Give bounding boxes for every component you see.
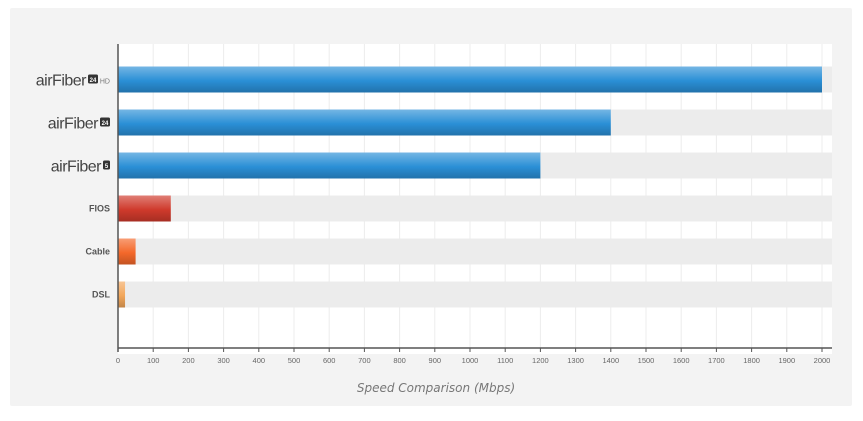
tick-label: 100 [147, 356, 160, 365]
tick-label: 400 [253, 356, 266, 365]
brand-suffix: HD [100, 79, 110, 86]
category-label: DSL [92, 290, 111, 300]
bar [118, 109, 611, 136]
bars [118, 66, 822, 308]
brand-badge-text: 24 [90, 78, 97, 84]
tick-label: 1300 [567, 356, 584, 365]
row-band [118, 195, 832, 222]
brand-badge [103, 160, 110, 170]
tick-label: 500 [288, 356, 301, 365]
tick-label: 600 [323, 356, 336, 365]
brand-name: airFiber [36, 73, 87, 90]
tick-label: 2000 [814, 356, 831, 365]
tick-label: 1700 [708, 356, 725, 365]
row-band [118, 281, 832, 308]
bar [118, 195, 171, 222]
chart-panel: 0 100 200 300 400 500 600 700 800 900 1000 1100 1200… [10, 8, 852, 406]
bar [118, 281, 126, 308]
brand-badge-text: 24 [102, 121, 109, 127]
brand-badge [88, 74, 98, 84]
category-label: Cable [85, 247, 110, 257]
tick-label: 1600 [673, 356, 690, 365]
speed-comparison-chart: 0 100 200 300 400 500 600 700 800 900 1000 1100 1200… [36, 44, 832, 395]
tick-label: 300 [217, 356, 230, 365]
tick-label: 1100 [497, 356, 513, 365]
bar [118, 152, 541, 179]
bar [118, 66, 822, 93]
x-axis-label: Speed Comparison (Mbps) [357, 381, 515, 395]
tick-label: 1200 [532, 356, 549, 365]
tick-label: 1900 [778, 356, 795, 365]
row-band [118, 238, 832, 265]
tick-label: 1000 [462, 356, 479, 365]
brand-name: airFiber [51, 159, 102, 176]
brand-name: airFiber [48, 116, 99, 133]
tick-label: 700 [358, 356, 371, 365]
bar [118, 238, 136, 265]
tick-label: 1500 [638, 356, 655, 365]
tick-label: 0 [116, 356, 120, 365]
category-label: FIOS [89, 204, 110, 214]
tick-label: 1400 [602, 356, 619, 365]
brand-badge-text: 5 [105, 164, 109, 170]
tick-label: 800 [393, 356, 406, 365]
x-ticks: 0 100 200 300 400 500 600 700 800 900 1000 1100 1200… [116, 348, 830, 365]
tick-label: 900 [429, 356, 442, 365]
tick-label: 1800 [743, 356, 760, 365]
brand-badge [100, 117, 110, 127]
tick-label: 200 [182, 356, 195, 365]
axes [117, 44, 832, 352]
category-labels: HD24airFiber24airFiber5airFiberFIOSCable… [36, 73, 111, 300]
